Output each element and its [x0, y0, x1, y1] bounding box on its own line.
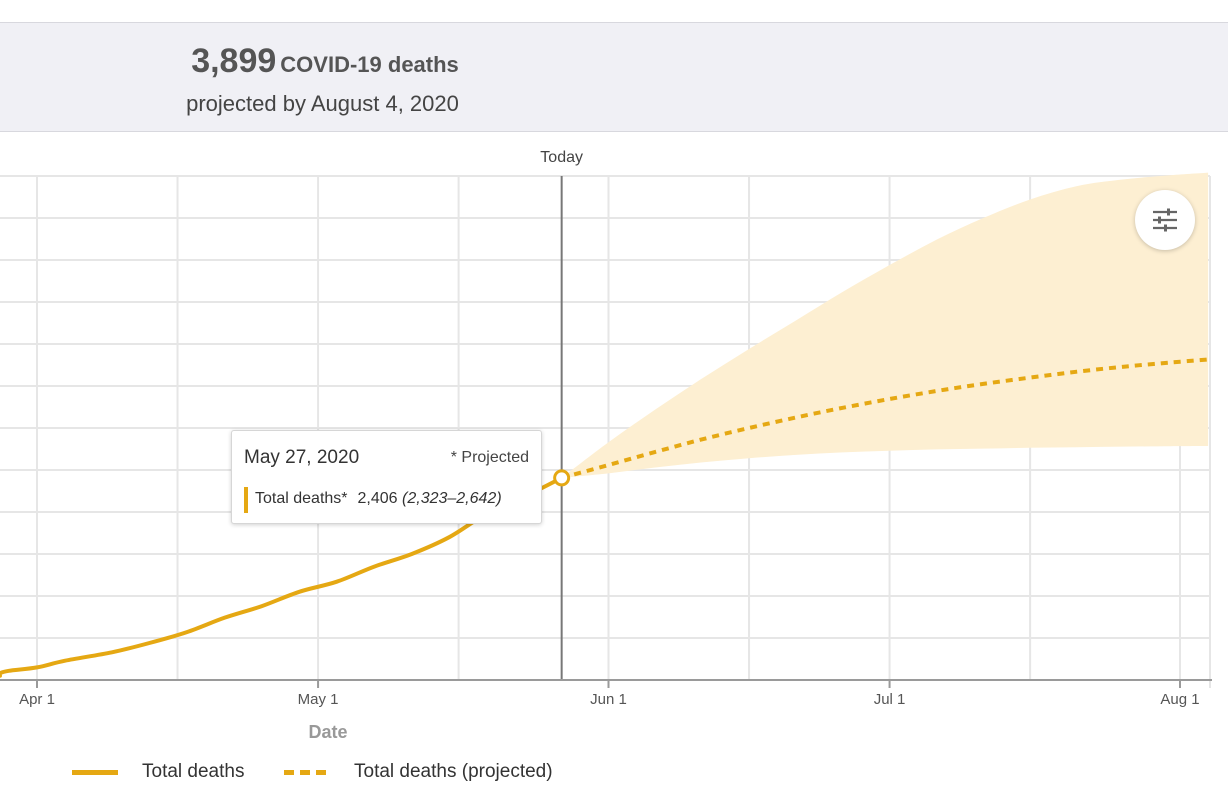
today-label: Today: [540, 149, 583, 166]
x-tick-label: Apr 1: [19, 691, 55, 708]
legend-dashed-swatch: [284, 770, 330, 775]
legend-label: Total deaths (projected): [354, 761, 553, 782]
x-tick-label: Aug 1: [1160, 691, 1199, 708]
x-tick-label: May 1: [298, 691, 339, 708]
tooltip-range: (2,323–2,642): [402, 490, 502, 507]
x-axis-title: Date: [308, 722, 347, 742]
total-deaths-line: [0, 475, 564, 678]
headline: 3,899 COVID-19 deaths: [0, 42, 650, 81]
sliders-icon: [1153, 208, 1177, 232]
x-axis-ticks: Apr 1 May 1 Jun 1 Jul 1 Aug 1: [19, 680, 1200, 708]
legend-solid-swatch: [72, 770, 118, 775]
total-deaths-projected-line: [561, 357, 1209, 480]
hover-point[interactable]: [553, 469, 571, 487]
tooltip-value: 2,406: [357, 490, 398, 507]
tooltip-date: May 27, 2020: [244, 447, 360, 468]
tooltip-projected-note: * Projected: [450, 449, 529, 466]
summary-header: 3,899 COVID-19 deaths projected by August…: [0, 22, 1228, 132]
tooltip-series-swatch: [244, 487, 248, 513]
tooltip-row: Total deaths* 2,406 (2,323–2,642): [255, 490, 502, 508]
chart-settings-button[interactable]: [1135, 190, 1195, 250]
projection-uncertainty-band: [561, 172, 1209, 478]
legend-label: Total deaths: [142, 761, 245, 782]
tooltip-series-label: Total deaths*: [255, 490, 348, 507]
headline-number: 3,899: [191, 42, 277, 80]
headline-subline: projected by August 4, 2020: [186, 91, 459, 116]
x-tick-label: Jun 1: [590, 691, 627, 708]
headline-unit: COVID-19 deaths: [280, 52, 459, 77]
x-tick-label: Jul 1: [874, 691, 906, 708]
data-tooltip: May 27, 2020 * Projected Total deaths* 2,…: [231, 430, 542, 524]
